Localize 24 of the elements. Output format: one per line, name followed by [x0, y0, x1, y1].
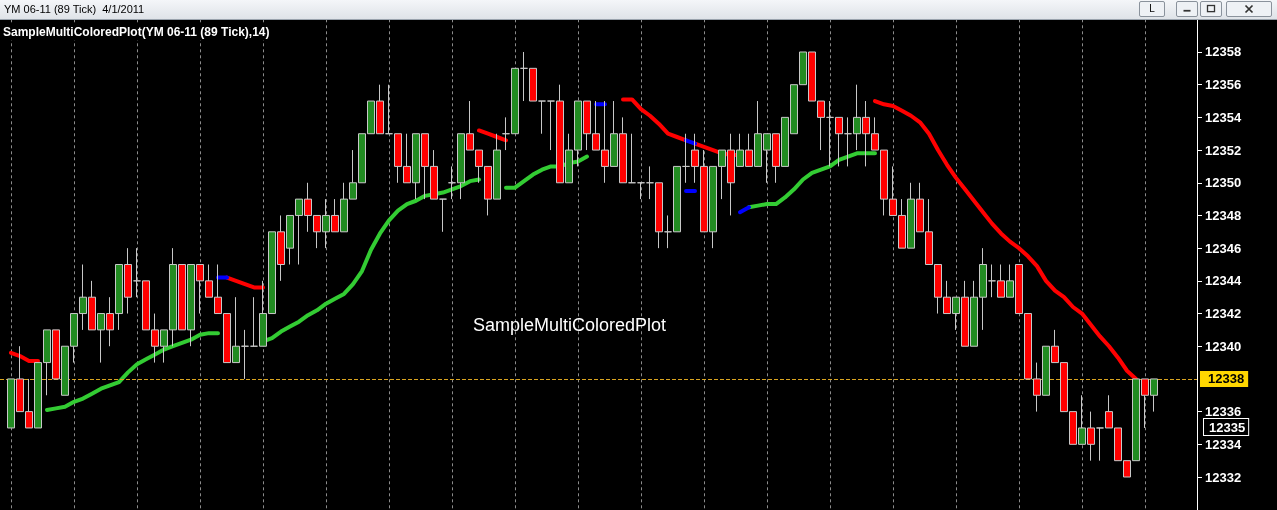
- annotation: SampleMultiColoredPlot: [473, 315, 667, 335]
- l-button: L: [1139, 1, 1165, 17]
- y-tick-label: 12344: [1205, 273, 1242, 289]
- ref-line-label: 12338: [1208, 371, 1245, 387]
- text: SampleMultiColoredPlot(YM 06-11 (89 Tick),14): [3, 25, 270, 39]
- y-tick-label: 12352: [1205, 142, 1242, 158]
- y-tick-label: 12356: [1205, 77, 1242, 93]
- y-tick-label: 12354: [1205, 109, 1242, 125]
- y-tick-label: 12346: [1205, 240, 1242, 256]
- candlestick: [538, 100, 546, 135]
- candlestick: [439, 198, 447, 233]
- y-tick-label: 12334: [1205, 436, 1242, 452]
- y-tick-label: 12358: [1205, 44, 1242, 60]
- candlestick: [241, 329, 249, 380]
- y-tick-label: 12342: [1205, 306, 1242, 322]
- candlestick: [637, 182, 645, 200]
- chart-title: YM 06-11 (89 Tick) 4/1/2011: [4, 3, 145, 15]
- y-tick-label: 12350: [1205, 175, 1242, 191]
- y-tick-label: 12340: [1205, 338, 1242, 354]
- text: 12335: [1209, 419, 1246, 435]
- y-tick-label: 12336: [1205, 404, 1242, 420]
- candlestick: [628, 133, 636, 184]
- y-tick-label: 12332: [1205, 469, 1242, 485]
- y-tick-label: 12348: [1205, 207, 1242, 223]
